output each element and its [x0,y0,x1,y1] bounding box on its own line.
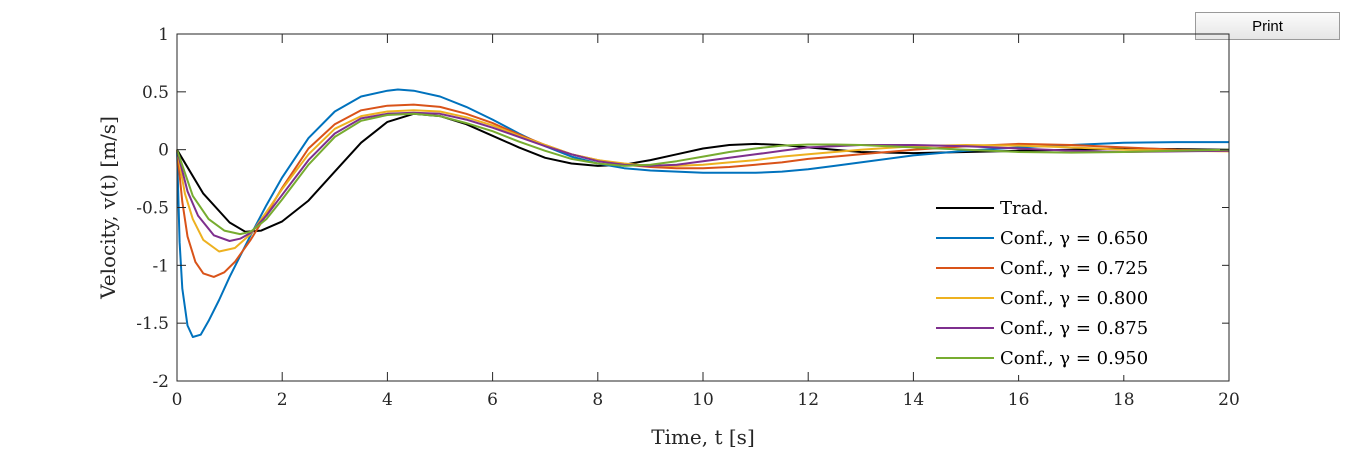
x-tick-label: 4 [382,390,393,410]
legend-box [930,192,1222,375]
legend-entry-1: Conf., γ = 0.650 [1000,228,1148,249]
x-tick-label: 16 [1008,390,1030,410]
x-tick-label: 8 [592,390,603,410]
legend-entry-3: Conf., γ = 0.800 [1000,288,1148,309]
y-tick-label: -1.5 [136,314,169,334]
x-tick-label: 2 [277,390,288,410]
legend-entry-4: Conf., γ = 0.875 [1000,318,1148,339]
y-tick-label: -0.5 [136,199,169,219]
x-tick-label: 0 [172,390,183,410]
x-tick-label: 18 [1113,390,1135,410]
legend-entry-5: Conf., γ = 0.950 [1000,348,1148,369]
legend-entry-2: Conf., γ = 0.725 [1000,258,1148,279]
x-tick-label: 10 [692,390,714,410]
series-line-1 [176,88,1229,338]
y-tick-label: 0.5 [142,83,169,103]
x-tick-label: 14 [903,390,925,410]
x-tick-label: 20 [1218,390,1240,410]
legend-entry-0: Trad. [1000,198,1049,219]
x-axis-label: Time, t [s] [651,425,755,449]
x-tick-label: 6 [487,390,498,410]
print-button[interactable]: Print [1195,12,1340,40]
series-line-5 [176,112,1230,236]
y-axis-label: Velocity, v(t) [m/s] [96,116,120,300]
x-tick-label: 12 [797,390,819,410]
series-line-0 [176,112,1230,233]
y-tick-label: -1 [152,256,169,276]
y-tick-label: 0 [158,141,169,161]
y-tick-label: -2 [152,372,169,392]
y-tick-label: 1 [158,25,169,45]
